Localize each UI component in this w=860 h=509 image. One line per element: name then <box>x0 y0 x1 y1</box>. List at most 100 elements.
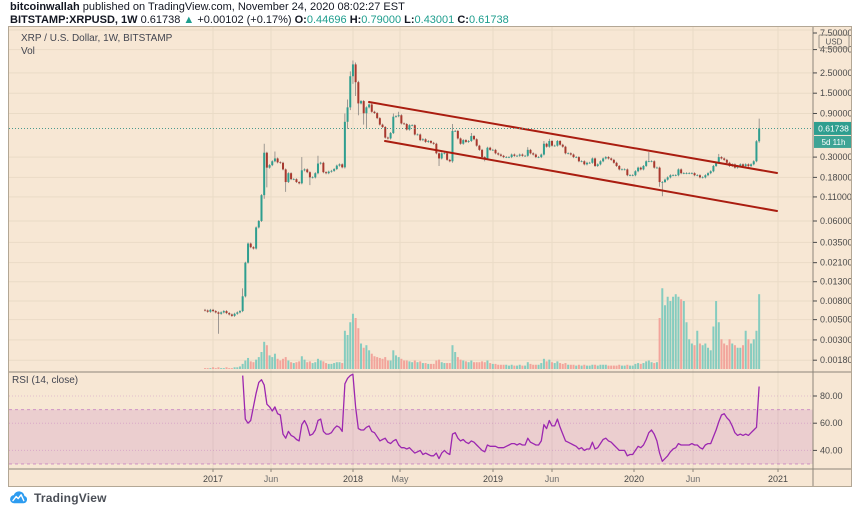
candle-body <box>411 125 414 126</box>
volume-series <box>204 288 761 369</box>
price-tick-label: 7.50000 <box>820 28 851 38</box>
volume-bar <box>585 365 588 369</box>
volume-bar <box>325 363 328 369</box>
candle-body <box>629 175 632 176</box>
volume-bar <box>236 367 239 369</box>
candle-body <box>602 158 605 162</box>
candle-body <box>300 170 303 184</box>
candle-body <box>674 175 677 176</box>
candle-body <box>435 143 438 154</box>
volume-bar <box>290 362 293 369</box>
volume-bar <box>389 360 392 369</box>
candle-body <box>230 314 233 316</box>
volume-bar <box>300 356 303 369</box>
candle-body <box>400 115 403 124</box>
volume-bar <box>529 363 532 369</box>
candle-body <box>521 154 524 156</box>
price-axis[interactable]: 7.50000 4.50000 2.50000 1.50000 0.90000 0.300… <box>813 28 851 365</box>
brand-footer: TradingView <box>8 489 107 507</box>
chart-title: XRP / U.S. Dollar, 1W, BITSTAMP <box>21 33 173 44</box>
volume-bar <box>225 367 228 369</box>
candle-body <box>413 125 416 135</box>
volume-bar <box>682 301 685 369</box>
candle-body <box>483 157 486 159</box>
volume-bar <box>497 364 500 369</box>
candle-body <box>510 154 513 158</box>
volume-bar <box>696 330 699 369</box>
volume-bar <box>378 357 381 369</box>
volume-bar <box>273 353 276 369</box>
volume-bar <box>427 363 430 369</box>
volume-bar <box>209 368 212 369</box>
channel-upper-trendline[interactable] <box>368 101 778 174</box>
candle-body <box>526 149 529 156</box>
volume-bar <box>319 360 322 369</box>
volume-bar <box>623 365 626 369</box>
candle-body <box>524 155 527 157</box>
volume-bar <box>271 357 274 369</box>
candle-body <box>473 136 475 140</box>
candle-body <box>725 159 728 163</box>
price-tick-label: 4.50000 <box>820 45 851 55</box>
volume-bar <box>725 345 728 369</box>
candle-body <box>620 169 623 171</box>
volume-bar <box>612 365 615 369</box>
candle-body <box>704 175 707 178</box>
candle-body <box>214 311 217 313</box>
candle-body <box>241 296 244 312</box>
rsi-axis[interactable]: 80.00 60.00 40.00 <box>813 391 843 455</box>
volume-bar <box>424 363 427 369</box>
volume-bar <box>610 365 613 369</box>
channel-lower-trendline[interactable] <box>384 140 778 212</box>
candle-body <box>688 173 691 174</box>
volume-bar <box>507 365 510 369</box>
volume-bar <box>594 364 597 369</box>
open-label: O: <box>294 13 307 26</box>
volume-bar <box>564 363 567 369</box>
volume-bar <box>516 365 519 369</box>
candle-body <box>365 107 368 114</box>
volume-bar <box>567 364 570 369</box>
time-axis[interactable]: 2017 Jun 2018 May 2019 Jun 2020 Jun 2021 <box>203 469 788 484</box>
volume-bar <box>650 362 653 369</box>
candle-body <box>491 149 494 151</box>
volume-bar <box>548 359 551 369</box>
candle-body <box>534 154 537 158</box>
rsi-line <box>242 373 760 462</box>
candle-body <box>755 141 758 162</box>
candle-body <box>271 161 274 166</box>
chart-canvas: 7.50000 4.50000 2.50000 1.50000 0.90000 0.300… <box>9 27 851 486</box>
volume-bar <box>311 363 314 369</box>
volume-bar <box>448 363 451 369</box>
volume-bar <box>655 362 658 369</box>
author-name: bitcoinwallah <box>10 1 80 13</box>
volume-bar <box>308 361 311 369</box>
candle-body <box>596 164 599 166</box>
candle-body <box>284 169 287 183</box>
candle-body <box>276 158 279 163</box>
rsi-tick-label: 60.00 <box>820 418 843 428</box>
candle-body <box>494 149 497 154</box>
candle-body <box>655 167 658 169</box>
volume-bar <box>384 357 387 369</box>
volume-bar <box>419 361 422 369</box>
candle-body <box>244 262 247 297</box>
candle-body <box>747 164 750 166</box>
candle-body <box>569 153 572 155</box>
volume-bar <box>521 365 524 369</box>
candle-body <box>459 138 462 144</box>
volume-bar <box>626 364 629 369</box>
volume-bar <box>502 364 505 369</box>
volume-bar <box>723 343 726 369</box>
chart-area[interactable]: XRP / U.S. Dollar, 1W, BITSTAMP Vol RSI … <box>8 26 852 487</box>
volume-bar <box>690 343 693 369</box>
volume-bar <box>220 368 223 369</box>
volume-bar <box>666 296 669 369</box>
candle-body <box>376 113 379 119</box>
candle-body <box>551 141 554 146</box>
candle-body <box>306 169 309 173</box>
candle-body <box>650 161 653 162</box>
candle-body <box>290 173 293 180</box>
candle-body <box>623 169 626 171</box>
candle-body <box>424 139 427 142</box>
